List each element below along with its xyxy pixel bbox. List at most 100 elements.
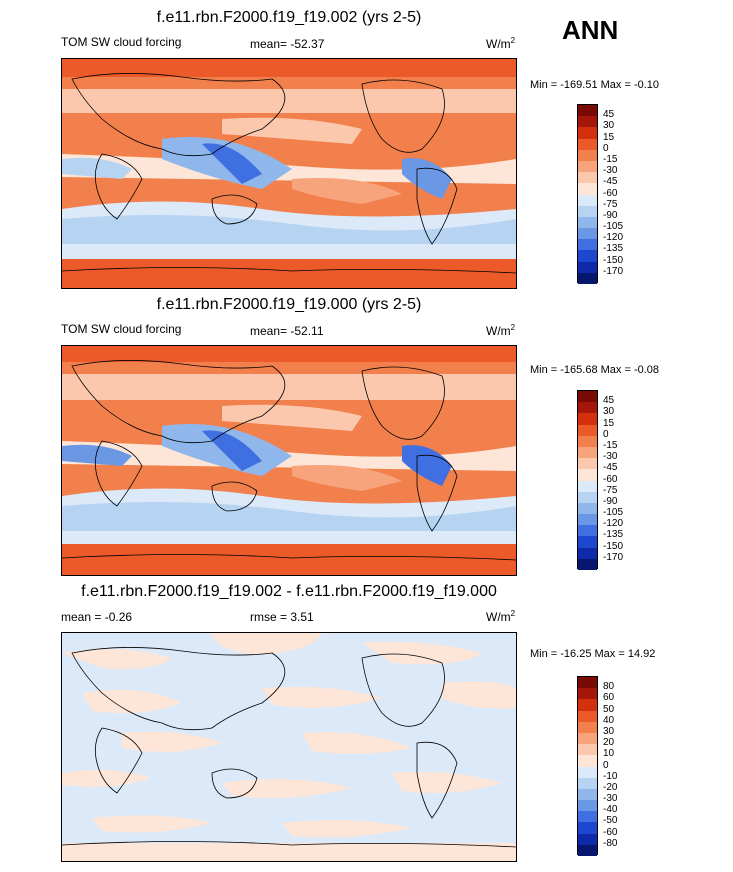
colorbar-swatch <box>578 514 597 526</box>
panel-3-title: f.e11.rbn.F2000.f19_f19.002 - f.e11.rbn.… <box>81 583 497 600</box>
colorbar-swatch <box>578 149 597 161</box>
colorbar-tick-label: -45 <box>603 176 618 188</box>
colorbar-swatch <box>578 194 597 206</box>
panel-2-mean-label: mean= -52.11 <box>250 324 324 338</box>
colorbar-tick-label: 0 <box>603 759 609 771</box>
colorbar-tick-label: -150 <box>603 254 624 266</box>
panel-3-rmse-label: rmse = 3.51 <box>250 610 314 624</box>
colorbar-swatch <box>578 105 597 117</box>
colorbar-tick-label: -30 <box>603 451 618 463</box>
colorbar-swatch <box>578 755 597 767</box>
colorbar-swatch <box>578 833 597 845</box>
colorbar-swatch <box>578 558 597 570</box>
panel-1-title: f.e11.rbn.F2000.f19_f19.002 (yrs 2-5) <box>156 9 422 26</box>
colorbar-swatch <box>578 547 597 559</box>
colorbar-swatch <box>578 502 597 515</box>
colorbar-swatch <box>578 446 597 459</box>
colorbar-swatch <box>578 480 597 492</box>
colorbar-tick-label: -30 <box>603 793 618 805</box>
colorbar-swatch <box>578 677 597 689</box>
colorbar-swatch <box>578 435 597 447</box>
colorbar-tick-label: 0 <box>603 142 609 154</box>
colorbar-swatch <box>578 216 597 229</box>
colorbar-tick-label: -90 <box>603 495 618 507</box>
colorbar-tick-label: -45 <box>603 462 618 474</box>
panel-3-mean-label: mean = -0.26 <box>61 610 133 624</box>
colorbar-tick-label: -150 <box>603 540 624 552</box>
colorbar-swatch <box>578 766 597 778</box>
panel-1-map <box>61 58 517 289</box>
colorbar-swatch <box>578 458 597 470</box>
panel-2-units: W/m2 <box>486 323 516 338</box>
colorbar-tick-label: -120 <box>603 232 624 244</box>
colorbar-swatch <box>578 261 597 273</box>
colorbar-tick-label: 20 <box>603 737 615 749</box>
colorbar-tick-label: 0 <box>603 428 609 440</box>
colorbar-tick-label: -75 <box>603 484 618 496</box>
panel-1-minmax: Min = -169.51 Max = -0.10 <box>530 79 660 91</box>
panel-2-minmax: Min = -165.68 Max = -0.08 <box>530 364 660 376</box>
colorbar-tick-label: -75 <box>603 198 618 210</box>
colorbar-tick-label: -170 <box>603 265 624 277</box>
colorbar-swatch <box>578 491 597 503</box>
colorbar-tick-label: -60 <box>603 187 618 199</box>
colorbar-tick-label: -105 <box>603 221 624 233</box>
panel-3-colorbar <box>577 676 598 856</box>
colorbar-swatch <box>578 777 597 789</box>
colorbar-tick-label: -15 <box>603 153 618 165</box>
panel-1-units: W/m2 <box>486 36 516 51</box>
colorbar-swatch <box>578 116 597 128</box>
colorbar-swatch <box>578 721 597 733</box>
colorbar-swatch <box>578 413 597 425</box>
colorbar-tick-label: -135 <box>603 529 624 541</box>
colorbar-swatch <box>578 250 597 262</box>
colorbar-swatch <box>578 525 597 537</box>
colorbar-swatch <box>578 138 597 150</box>
colorbar-tick-label: 45 <box>603 109 615 121</box>
colorbar-tick-label: 80 <box>603 681 615 693</box>
colorbar-tick-label: 45 <box>603 395 615 407</box>
colorbar-swatch <box>578 536 597 548</box>
colorbar-tick-label: 15 <box>603 131 615 143</box>
colorbar-swatch <box>578 424 597 436</box>
colorbar-swatch <box>578 744 597 756</box>
colorbar-swatch <box>578 822 597 834</box>
colorbar-swatch <box>578 688 597 700</box>
colorbar-swatch <box>578 228 597 240</box>
colorbar-tick-label: -10 <box>603 770 618 782</box>
colorbar-tick-label: -80 <box>603 837 618 849</box>
colorbar-tick-label: -105 <box>603 507 624 519</box>
colorbar-swatch <box>578 732 597 745</box>
colorbar-tick-label: -40 <box>603 804 618 816</box>
panel-1-field-label: TOM SW cloud forcing <box>61 35 182 49</box>
colorbar-tick-label: 60 <box>603 692 615 704</box>
colorbar-tick-label: -135 <box>603 243 624 255</box>
colorbar-swatch <box>578 272 597 284</box>
colorbar-swatch <box>578 402 597 414</box>
colorbar-swatch <box>578 127 597 139</box>
colorbar-swatch <box>578 788 597 801</box>
colorbar-tick-label: -30 <box>603 165 618 177</box>
panel-2-colorbar <box>577 390 598 570</box>
panel-3-units: W/m2 <box>486 609 516 624</box>
colorbar-tick-label: 40 <box>603 714 615 726</box>
colorbar-swatch <box>578 699 597 711</box>
panel-2-map <box>61 345 517 576</box>
colorbar-tick-label: 30 <box>603 725 615 737</box>
colorbar-swatch <box>578 391 597 403</box>
colorbar-tick-label: 15 <box>603 417 615 429</box>
colorbar-tick-label: -170 <box>603 551 624 563</box>
colorbar-swatch <box>578 800 597 812</box>
colorbar-swatch <box>578 160 597 173</box>
season-label: ANN <box>562 15 619 45</box>
panel-2-title: f.e11.rbn.F2000.f19_f19.000 (yrs 2-5) <box>156 296 422 313</box>
colorbar-tick-label: 50 <box>603 703 615 715</box>
colorbar-swatch <box>578 710 597 722</box>
colorbar-swatch <box>578 172 597 184</box>
colorbar-tick-label: 10 <box>603 748 615 760</box>
colorbar-swatch <box>578 239 597 251</box>
colorbar-swatch <box>578 469 597 481</box>
colorbar-tick-label: -60 <box>603 473 618 485</box>
colorbar-tick-label: -20 <box>603 781 618 793</box>
colorbar-tick-label: -15 <box>603 439 618 451</box>
